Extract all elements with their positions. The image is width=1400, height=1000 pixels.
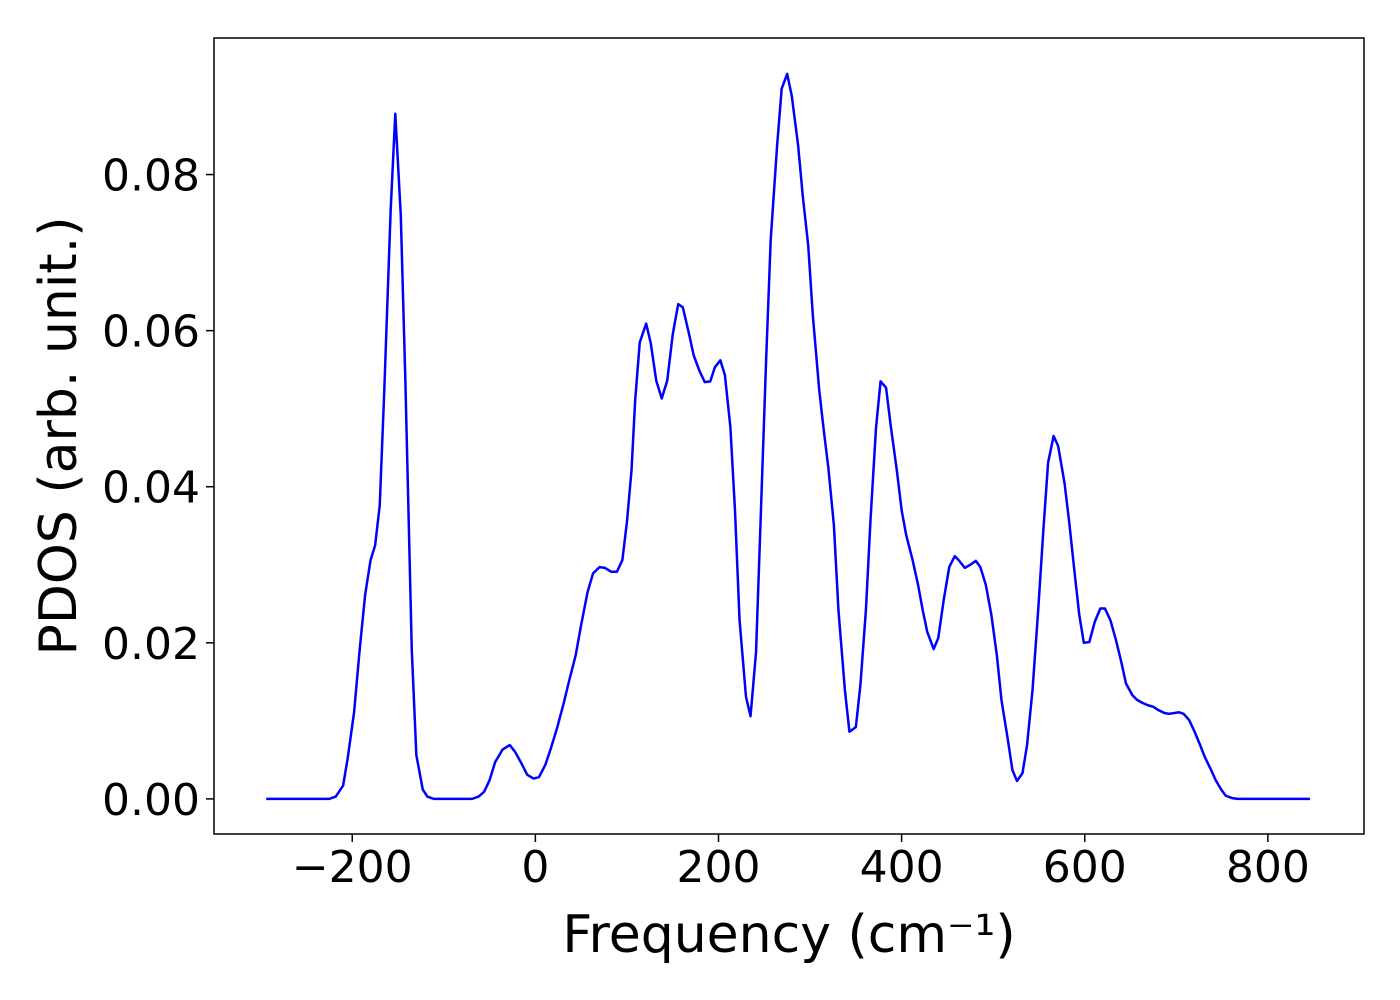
y-tick-label: 0.04 (102, 463, 200, 514)
x-tick-label: −200 (292, 842, 413, 893)
data-line (266, 72, 1310, 801)
y-tick-label: 0.06 (102, 307, 200, 358)
y-tick-label: 0.00 (102, 775, 200, 826)
plot-frame (213, 37, 1365, 835)
x-tick-label: 600 (1043, 842, 1127, 893)
x-axis-label: Frequency (cm⁻¹) (562, 905, 1015, 965)
y-tick-label: 0.02 (102, 619, 200, 670)
x-tick-label: 200 (677, 842, 761, 893)
x-tick-label: 800 (1226, 842, 1310, 893)
y-axis-label: PDOS (arb. unit.) (29, 216, 89, 655)
y-tick-label: 0.08 (102, 151, 200, 202)
x-tick-label: 0 (521, 842, 549, 893)
x-tick-label: 400 (860, 842, 944, 893)
